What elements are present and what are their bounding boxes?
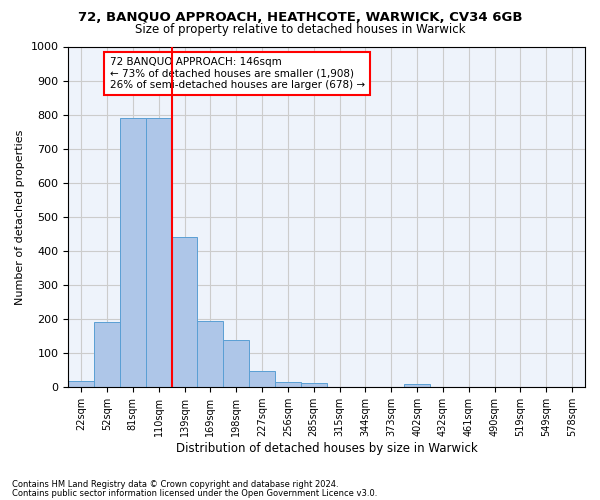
Bar xyxy=(94,322,120,387)
Bar xyxy=(223,340,249,387)
Bar xyxy=(120,118,146,387)
X-axis label: Distribution of detached houses by size in Warwick: Distribution of detached houses by size … xyxy=(176,442,478,455)
Bar xyxy=(146,118,172,387)
Bar xyxy=(275,382,301,387)
Text: Size of property relative to detached houses in Warwick: Size of property relative to detached ho… xyxy=(135,24,465,36)
Bar xyxy=(197,321,223,387)
Bar xyxy=(172,238,197,387)
Text: Contains HM Land Registry data © Crown copyright and database right 2024.: Contains HM Land Registry data © Crown c… xyxy=(12,480,338,489)
Y-axis label: Number of detached properties: Number of detached properties xyxy=(15,129,25,304)
Text: 72 BANQUO APPROACH: 146sqm
← 73% of detached houses are smaller (1,908)
26% of s: 72 BANQUO APPROACH: 146sqm ← 73% of deta… xyxy=(110,56,365,90)
Bar xyxy=(249,371,275,387)
Text: 72, BANQUO APPROACH, HEATHCOTE, WARWICK, CV34 6GB: 72, BANQUO APPROACH, HEATHCOTE, WARWICK,… xyxy=(78,11,522,24)
Bar xyxy=(301,383,326,387)
Text: Contains public sector information licensed under the Open Government Licence v3: Contains public sector information licen… xyxy=(12,488,377,498)
Bar xyxy=(404,384,430,387)
Bar xyxy=(68,381,94,387)
